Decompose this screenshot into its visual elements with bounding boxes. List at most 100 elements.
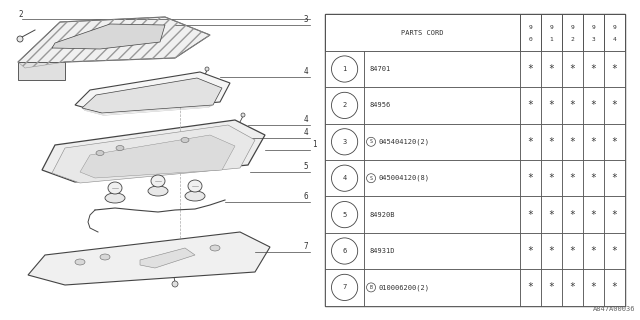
Text: 84931D: 84931D [369, 248, 394, 254]
Circle shape [172, 281, 178, 287]
Bar [582, 51, 604, 87]
Text: *: * [548, 246, 554, 256]
Bar [541, 14, 562, 51]
Circle shape [367, 174, 376, 183]
Text: *: * [611, 210, 617, 220]
Ellipse shape [188, 180, 202, 192]
Bar [541, 269, 562, 306]
Text: 045004120(8): 045004120(8) [378, 175, 429, 181]
Text: 2: 2 [342, 102, 347, 108]
Circle shape [17, 36, 23, 42]
Text: B: B [370, 285, 372, 290]
Bar [520, 269, 541, 306]
Text: 6: 6 [342, 248, 347, 254]
Text: *: * [548, 173, 554, 183]
Bar [582, 124, 604, 160]
Text: 010006200(2): 010006200(2) [378, 284, 429, 291]
Text: *: * [527, 210, 533, 220]
Text: *: * [570, 246, 575, 256]
Ellipse shape [108, 182, 122, 194]
Text: *: * [611, 137, 617, 147]
Ellipse shape [116, 146, 124, 150]
Ellipse shape [210, 245, 220, 251]
Circle shape [367, 283, 376, 292]
Text: *: * [590, 100, 596, 110]
Text: *: * [611, 100, 617, 110]
Text: *: * [570, 210, 575, 220]
Circle shape [205, 67, 209, 71]
Text: 3: 3 [591, 37, 595, 42]
Text: 9: 9 [612, 25, 616, 30]
Text: *: * [611, 173, 617, 183]
Bar [582, 233, 604, 269]
Circle shape [332, 92, 358, 118]
Text: 5: 5 [303, 162, 308, 171]
Text: *: * [570, 137, 575, 147]
Text: *: * [548, 210, 554, 220]
Text: 6: 6 [303, 192, 308, 201]
Text: *: * [548, 64, 554, 74]
Text: 1: 1 [342, 66, 347, 72]
Text: *: * [590, 210, 596, 220]
Text: *: * [527, 282, 533, 292]
Bar [562, 14, 582, 51]
Text: S: S [370, 139, 372, 144]
Circle shape [332, 165, 358, 191]
Text: 4: 4 [303, 67, 308, 76]
Text: *: * [527, 100, 533, 110]
Bar [364, 124, 520, 160]
Bar [325, 51, 364, 87]
Bar [364, 51, 520, 87]
Bar [604, 87, 625, 124]
Bar [325, 269, 364, 306]
Text: *: * [590, 246, 596, 256]
Text: 2: 2 [18, 10, 22, 19]
Ellipse shape [181, 138, 189, 142]
Text: 7: 7 [303, 242, 308, 251]
Text: 3: 3 [342, 139, 347, 145]
Text: *: * [590, 282, 596, 292]
Text: 0: 0 [529, 37, 532, 42]
Text: *: * [611, 246, 617, 256]
Polygon shape [28, 232, 270, 285]
Text: S: S [370, 176, 372, 181]
Text: *: * [590, 64, 596, 74]
Bar [604, 160, 625, 196]
Bar [541, 233, 562, 269]
Text: *: * [527, 64, 533, 74]
Text: *: * [548, 137, 554, 147]
Bar [541, 87, 562, 124]
Text: 84956: 84956 [369, 102, 390, 108]
Bar [520, 87, 541, 124]
Bar [325, 14, 520, 51]
Bar [562, 124, 582, 160]
Bar [562, 51, 582, 87]
Ellipse shape [151, 175, 165, 187]
Ellipse shape [148, 186, 168, 196]
Bar [364, 87, 520, 124]
Bar [604, 51, 625, 87]
Bar [325, 124, 364, 160]
Bar [562, 269, 582, 306]
Bar [520, 51, 541, 87]
Bar [562, 196, 582, 233]
Text: *: * [611, 282, 617, 292]
Bar [562, 160, 582, 196]
Polygon shape [18, 17, 210, 68]
Text: *: * [611, 64, 617, 74]
Text: *: * [527, 173, 533, 183]
Bar [604, 124, 625, 160]
Text: 84920B: 84920B [369, 212, 394, 218]
Text: 7: 7 [342, 284, 347, 291]
Text: 3: 3 [303, 15, 308, 24]
Bar [520, 233, 541, 269]
Bar [582, 269, 604, 306]
Ellipse shape [96, 150, 104, 156]
Bar [520, 124, 541, 160]
Text: 4: 4 [303, 128, 308, 137]
Bar [541, 196, 562, 233]
Bar [541, 51, 562, 87]
Bar [541, 124, 562, 160]
Text: 045404120(2): 045404120(2) [378, 139, 429, 145]
Polygon shape [52, 24, 165, 49]
